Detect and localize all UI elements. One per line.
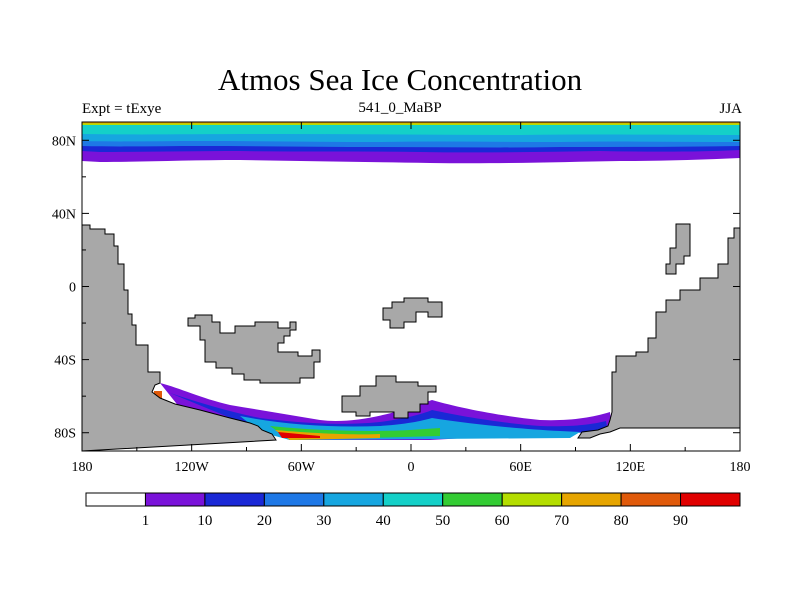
landmass-south-central [341, 375, 437, 419]
colorbar-box [85, 492, 146, 507]
colorbar-box [204, 492, 265, 507]
colorbar-box [680, 492, 741, 507]
landmass-east-continent [577, 227, 740, 439]
antarctic-ice-90 [278, 432, 320, 438]
colorbar-box [501, 492, 563, 507]
lon-tick-label: 180 [72, 460, 93, 475]
lat-axis: 80N 40N 0 40S 80S [52, 134, 740, 442]
map-title: Atmos Sea Ice Concentration [217, 62, 583, 97]
land-masses [82, 223, 740, 451]
colorbar: 1 10 20 30 40 50 60 70 80 90 [85, 492, 741, 529]
lat-tick-label: 40N [52, 207, 76, 222]
lon-axis: 180 120W 60W 0 60E 120E 180 [72, 122, 751, 475]
colorbar-box [442, 492, 503, 507]
lon-tick-label: 60W [288, 460, 316, 475]
lon-tick-label: 60E [509, 460, 532, 475]
colorbar-label: 20 [257, 513, 272, 529]
map-area [82, 122, 740, 451]
colorbar-box [263, 492, 325, 507]
lat-tick-label: 40S [54, 354, 76, 369]
colorbar-label: 50 [435, 513, 450, 529]
antarctic-ice-edge-1 [154, 391, 162, 399]
lon-tick-label: 0 [408, 460, 415, 475]
lat-tick-label: 80S [54, 427, 76, 442]
lon-tick-label: 180 [730, 460, 751, 475]
colorbar-label: 30 [316, 513, 331, 529]
colorbar-label: 10 [197, 513, 212, 529]
antarctic-sea-ice [154, 383, 612, 440]
landmass-west-continent [82, 224, 277, 451]
landmass-east-island [665, 223, 691, 275]
colorbar-box [382, 492, 444, 507]
colorbar-label: 1 [142, 513, 150, 529]
season-label: JJA [719, 101, 742, 117]
colorbar-label: 70 [554, 513, 569, 529]
experiment-label: Expt = tExye [82, 101, 162, 117]
landmass-central-east [382, 297, 443, 329]
colorbar-box [323, 492, 384, 507]
colorbar-box [620, 492, 682, 507]
colorbar-label: 60 [495, 513, 510, 529]
colorbar-label: 80 [614, 513, 629, 529]
lon-tick-label: 120W [175, 460, 210, 475]
landmass-central-west [187, 314, 321, 384]
lat-tick-label: 80N [52, 134, 76, 149]
period-label: 541_0_MaBP [358, 100, 442, 116]
colorbar-label: 40 [376, 513, 391, 529]
colorbar-box [561, 492, 622, 507]
lat-tick-label: 0 [69, 281, 76, 296]
colorbar-box [144, 492, 206, 507]
lon-tick-label: 120E [616, 460, 646, 475]
colorbar-label: 90 [673, 513, 688, 529]
